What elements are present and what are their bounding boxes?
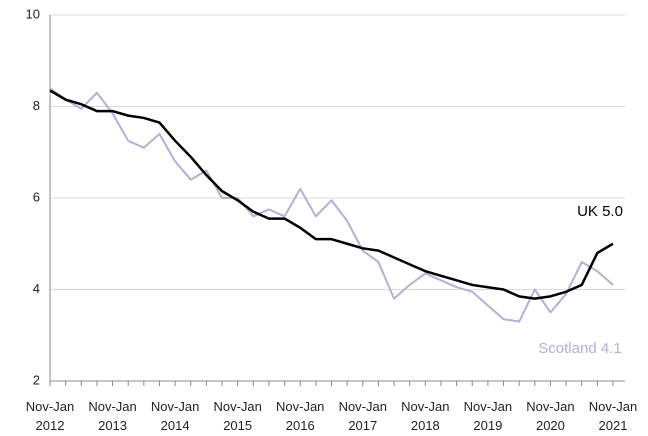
series-line bbox=[49, 87, 614, 323]
y-tick-label: 2 bbox=[33, 372, 40, 387]
x-tick-label: Nov-Jan 2021 bbox=[589, 399, 637, 433]
y-tick-label: 6 bbox=[33, 189, 40, 204]
x-tick-label: Nov-Jan 2012 bbox=[26, 399, 74, 433]
x-tick-label: Nov-Jan 2017 bbox=[339, 399, 387, 433]
x-tick-label: Nov-Jan 2014 bbox=[151, 399, 199, 433]
x-tick-label: Nov-Jan 2018 bbox=[401, 399, 449, 433]
x-tick-label: Nov-Jan 2013 bbox=[88, 399, 136, 433]
x-tick-label: Nov-Jan 2020 bbox=[526, 399, 574, 433]
y-tick-label: 4 bbox=[33, 281, 40, 296]
x-tick-label: Nov-Jan 2016 bbox=[276, 399, 324, 433]
y-tick-label: 8 bbox=[33, 98, 40, 113]
annotation: UK 5.0 bbox=[577, 203, 623, 220]
series-line bbox=[49, 89, 614, 300]
x-tick-label: Nov-Jan 2015 bbox=[213, 399, 261, 433]
annotation: Scotland 4.1 bbox=[538, 340, 621, 357]
y-tick-label: 10 bbox=[26, 6, 40, 21]
x-tick-label: Nov-Jan 2019 bbox=[464, 399, 512, 433]
